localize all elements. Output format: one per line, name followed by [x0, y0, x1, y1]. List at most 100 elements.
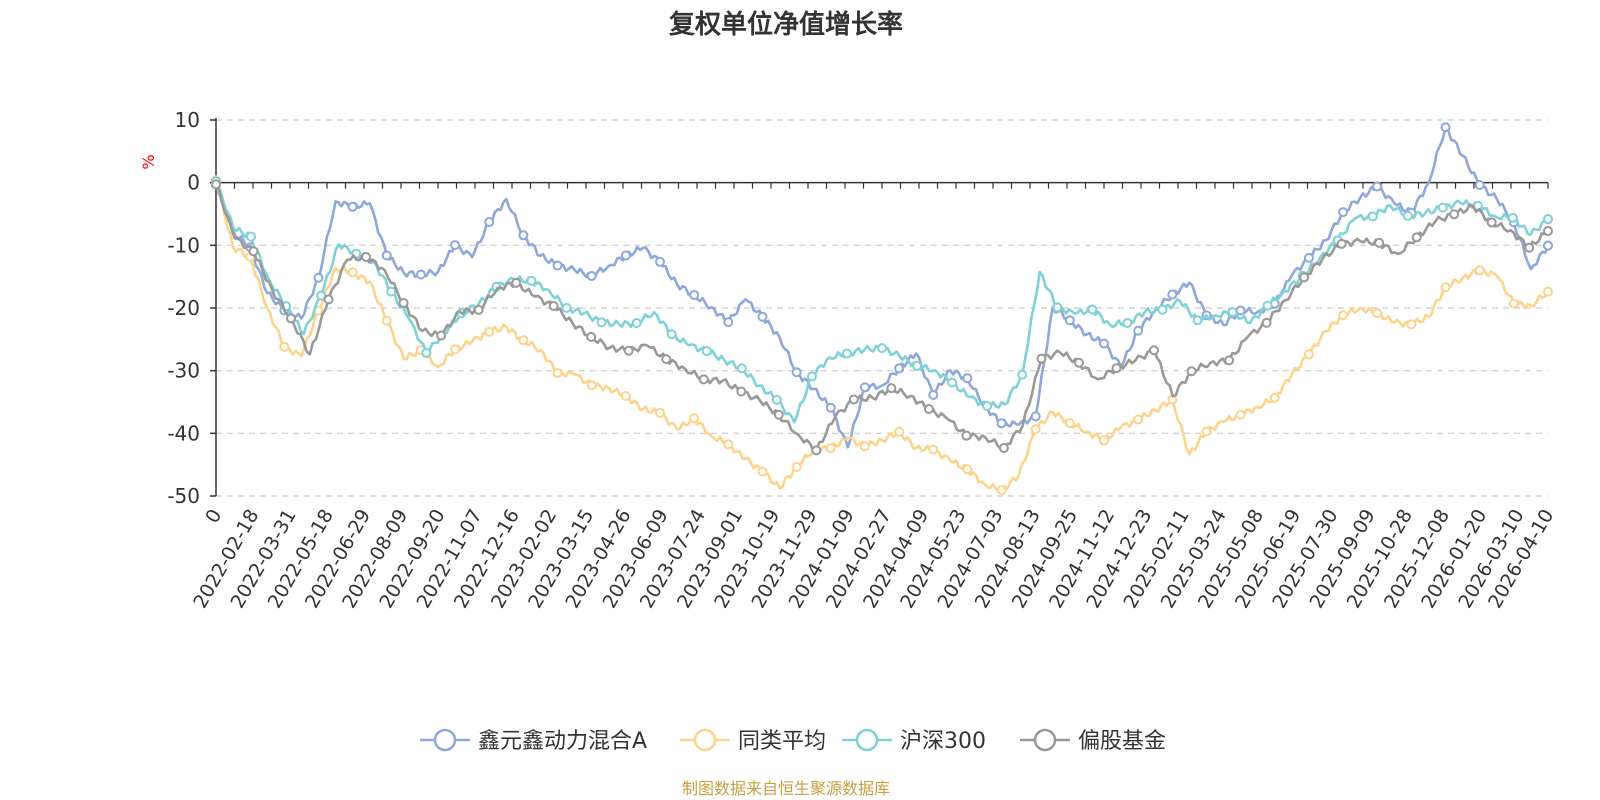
series-point: [723, 317, 734, 328]
series-point: [928, 444, 939, 455]
series-point: [415, 269, 426, 280]
legend-item[interactable]: 鑫元鑫动力混合A: [420, 728, 647, 754]
series-point: [1440, 282, 1451, 293]
series-point: [757, 311, 768, 322]
series-point: [1167, 289, 1178, 300]
series-point: [1336, 238, 1347, 249]
legend[interactable]: 鑫元鑫动力混合A 同类平均 沪深300 偏股基金: [420, 728, 1166, 754]
series-point: [825, 402, 836, 413]
series-point: [386, 286, 397, 297]
series-point: [1507, 212, 1518, 223]
series-point: [518, 230, 529, 241]
series-point: [1437, 202, 1448, 213]
y-tick-label: -40: [167, 421, 200, 445]
series-point: [806, 371, 817, 382]
series-point: [484, 326, 495, 337]
legend-item[interactable]: 沪深300: [842, 728, 986, 754]
series-point: [316, 290, 327, 301]
series-point: [361, 251, 372, 262]
series-point: [811, 445, 822, 456]
series-point: [1133, 414, 1144, 425]
y-tick-label: -50: [167, 484, 200, 508]
series-point: [473, 304, 484, 315]
series-point: [620, 250, 631, 261]
series-point: [912, 360, 923, 371]
series-point: [1338, 207, 1349, 218]
series-point: [1192, 315, 1203, 326]
series-point: [1374, 237, 1385, 248]
legend-label: 沪深300: [900, 729, 986, 754]
series-point: [962, 373, 973, 384]
series-point: [1338, 310, 1349, 321]
series-point: [1157, 304, 1168, 315]
series-point: [859, 441, 870, 452]
series-point: [928, 389, 939, 400]
series-line-0: [214, 125, 1550, 449]
series-point: [1269, 392, 1280, 403]
series-point: [894, 363, 905, 374]
series-point: [996, 485, 1007, 496]
series-point: [1474, 265, 1485, 276]
series-point: [698, 374, 709, 385]
series-point: [661, 354, 672, 365]
series-point: [771, 394, 782, 405]
chart-title: 复权单位净值增长率: [669, 9, 903, 40]
series-point: [1262, 300, 1273, 311]
series-point: [313, 272, 324, 283]
y-tick-labels: 10 0 -10 -20 -30 -40 -50: [167, 108, 200, 508]
series-point: [655, 256, 665, 267]
series-point: [1099, 338, 1109, 349]
series-point: [561, 302, 572, 313]
series-point: [1133, 325, 1144, 336]
series-point: [1235, 305, 1246, 316]
series-point: [923, 404, 934, 415]
series-point: [1524, 242, 1535, 253]
series-point: [1372, 181, 1383, 192]
series-point: [859, 382, 870, 393]
series-point: [211, 179, 221, 190]
series-point: [886, 383, 897, 394]
series-point: [246, 231, 257, 242]
series-point: [701, 346, 712, 357]
series-point: [1261, 317, 1272, 328]
legend-item[interactable]: 偏股基金: [1020, 728, 1166, 754]
series-point: [511, 277, 522, 288]
series-point: [548, 301, 559, 312]
series-point: [596, 317, 607, 328]
series-point: [655, 407, 665, 418]
series-point: [323, 294, 334, 305]
series-point: [996, 418, 1007, 429]
series-point: [689, 413, 700, 424]
legend-marker: [1033, 728, 1057, 752]
series-point: [848, 394, 859, 405]
series-point: [286, 313, 297, 324]
series-point: [1402, 210, 1413, 221]
series-point: [1111, 363, 1122, 374]
series-point: [757, 466, 768, 477]
y-tick-label: 0: [187, 171, 200, 195]
series-point: [1030, 424, 1041, 435]
series-point: [1149, 345, 1160, 356]
x-tick-label: 0: [201, 506, 226, 527]
series-point: [723, 439, 734, 450]
series-point: [1474, 180, 1485, 191]
legend-item[interactable]: 同类平均: [680, 728, 826, 754]
series-point: [1449, 209, 1460, 220]
series-line-1: [214, 180, 1550, 494]
series-point: [1064, 418, 1075, 429]
series-point: [791, 367, 802, 378]
series-point: [1406, 319, 1417, 330]
series-point: [552, 368, 563, 379]
series-point: [825, 443, 836, 454]
series-lines: [211, 122, 1553, 496]
series-point: [484, 217, 495, 228]
series-point: [1508, 298, 1519, 309]
y-tick-label: -30: [167, 359, 200, 383]
legend-marker: [693, 728, 717, 752]
series-point: [1299, 272, 1310, 283]
series-point: [1227, 307, 1238, 318]
series-point: [894, 426, 905, 437]
series-point: [586, 380, 597, 391]
series-point: [450, 344, 461, 355]
